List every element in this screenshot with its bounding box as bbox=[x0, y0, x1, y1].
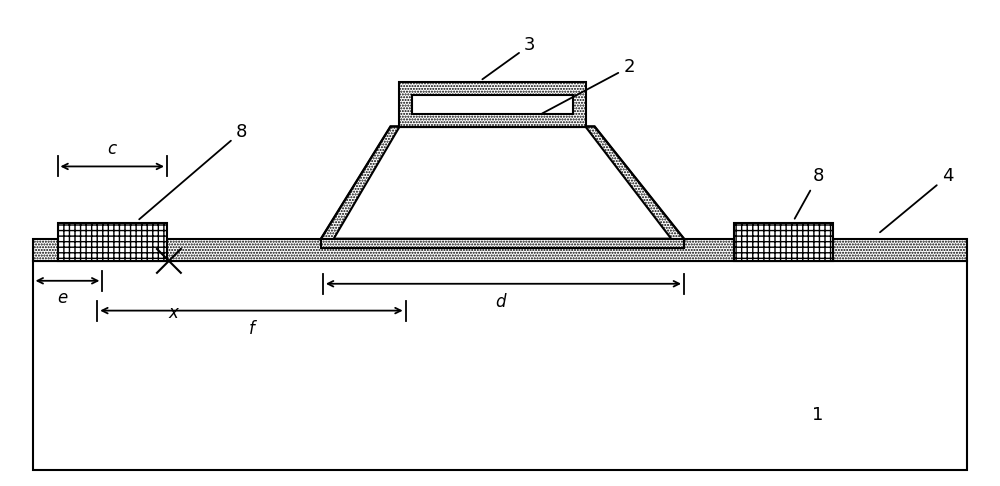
Bar bbox=[33, 239, 967, 261]
Bar bbox=[399, 82, 586, 127]
Text: c: c bbox=[108, 139, 117, 157]
Bar bbox=[412, 95, 573, 114]
Polygon shape bbox=[586, 127, 684, 239]
Text: f: f bbox=[248, 319, 254, 337]
Text: 8: 8 bbox=[139, 122, 247, 219]
Bar bbox=[33, 261, 967, 469]
Text: 2: 2 bbox=[542, 58, 635, 113]
Text: 4: 4 bbox=[880, 167, 953, 232]
Text: 8: 8 bbox=[795, 167, 824, 219]
Text: 3: 3 bbox=[482, 36, 536, 79]
Text: x: x bbox=[169, 304, 179, 322]
Bar bbox=[321, 239, 684, 248]
Bar bbox=[734, 223, 833, 261]
Polygon shape bbox=[321, 127, 684, 239]
Bar bbox=[58, 223, 167, 261]
Text: 1: 1 bbox=[812, 406, 824, 424]
Text: e: e bbox=[57, 289, 68, 307]
Text: d: d bbox=[495, 293, 505, 311]
Polygon shape bbox=[321, 127, 400, 239]
